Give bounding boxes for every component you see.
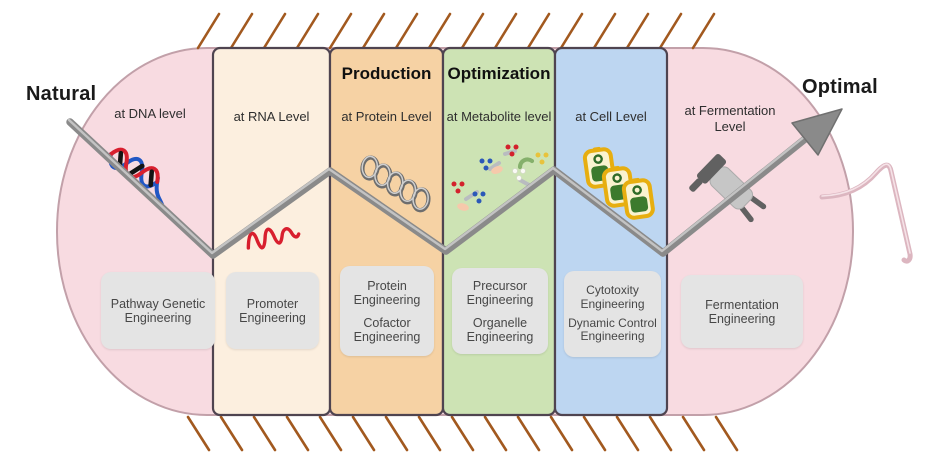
engineering-box-dna: Pathway Genetic Engineering (101, 272, 215, 349)
column-slab-cell (553, 46, 669, 417)
phase-label-optimization: Optimization (447, 64, 551, 83)
zigzag-progress-arrow (66, 108, 843, 259)
engineering-box-rna: Promoter Engineering (226, 272, 319, 349)
engineering-box-fermentation: Fermentation Engineering (681, 275, 803, 348)
level-label-metabolite: at Metabolite level (446, 109, 552, 124)
protein-coil-icon (360, 155, 431, 213)
optimal-label: Optimal (802, 76, 878, 98)
engineering-item: Dynamic Control Engineering (568, 316, 657, 344)
natural-label: Natural (26, 83, 97, 105)
level-label-rna: at RNA Level (233, 109, 310, 124)
phase-label-production: Production (341, 64, 432, 83)
engineering-item: Cytotoxity Engineering (580, 283, 645, 311)
column-slab-metabolite (441, 46, 557, 417)
engineering-box-metabolite: Precursor Engineering Organelle Engineer… (452, 268, 548, 354)
metabolite-molecules-icon (451, 144, 549, 211)
level-label-fermentation: at Fermentation Level (684, 103, 776, 134)
engineering-item: Protein Engineering (353, 278, 421, 307)
level-label-cell: at Cell Level (575, 109, 647, 124)
level-label-protein: at Protein Level (341, 109, 432, 124)
cells-icon (582, 146, 655, 220)
engineering-item: Cofactor Engineering (353, 315, 421, 344)
bottom-cilia-hatching (186, 415, 739, 452)
column-slab-protein (328, 46, 445, 417)
engineering-item: Precursor Engineering (466, 278, 534, 307)
engineering-box-protein: Protein Engineering Cofactor Engineering (340, 266, 434, 356)
arrowhead (791, 108, 843, 156)
level-label-dna: at DNA level (114, 106, 186, 121)
engineering-item: Fermentation Engineering (705, 297, 779, 326)
fermenter-icon (689, 154, 767, 223)
engineering-item: Pathway Genetic Engineering (110, 296, 206, 325)
engineering-box-cell: Cytotoxity Engineering Dynamic Control E… (564, 271, 661, 357)
flagellum-tail-icon (819, 162, 913, 264)
engineering-item: Promoter Engineering (239, 296, 306, 325)
rna-strand-icon (246, 227, 301, 250)
engineering-item: Organelle Engineering (466, 315, 534, 344)
top-cilia-hatching (196, 12, 716, 50)
